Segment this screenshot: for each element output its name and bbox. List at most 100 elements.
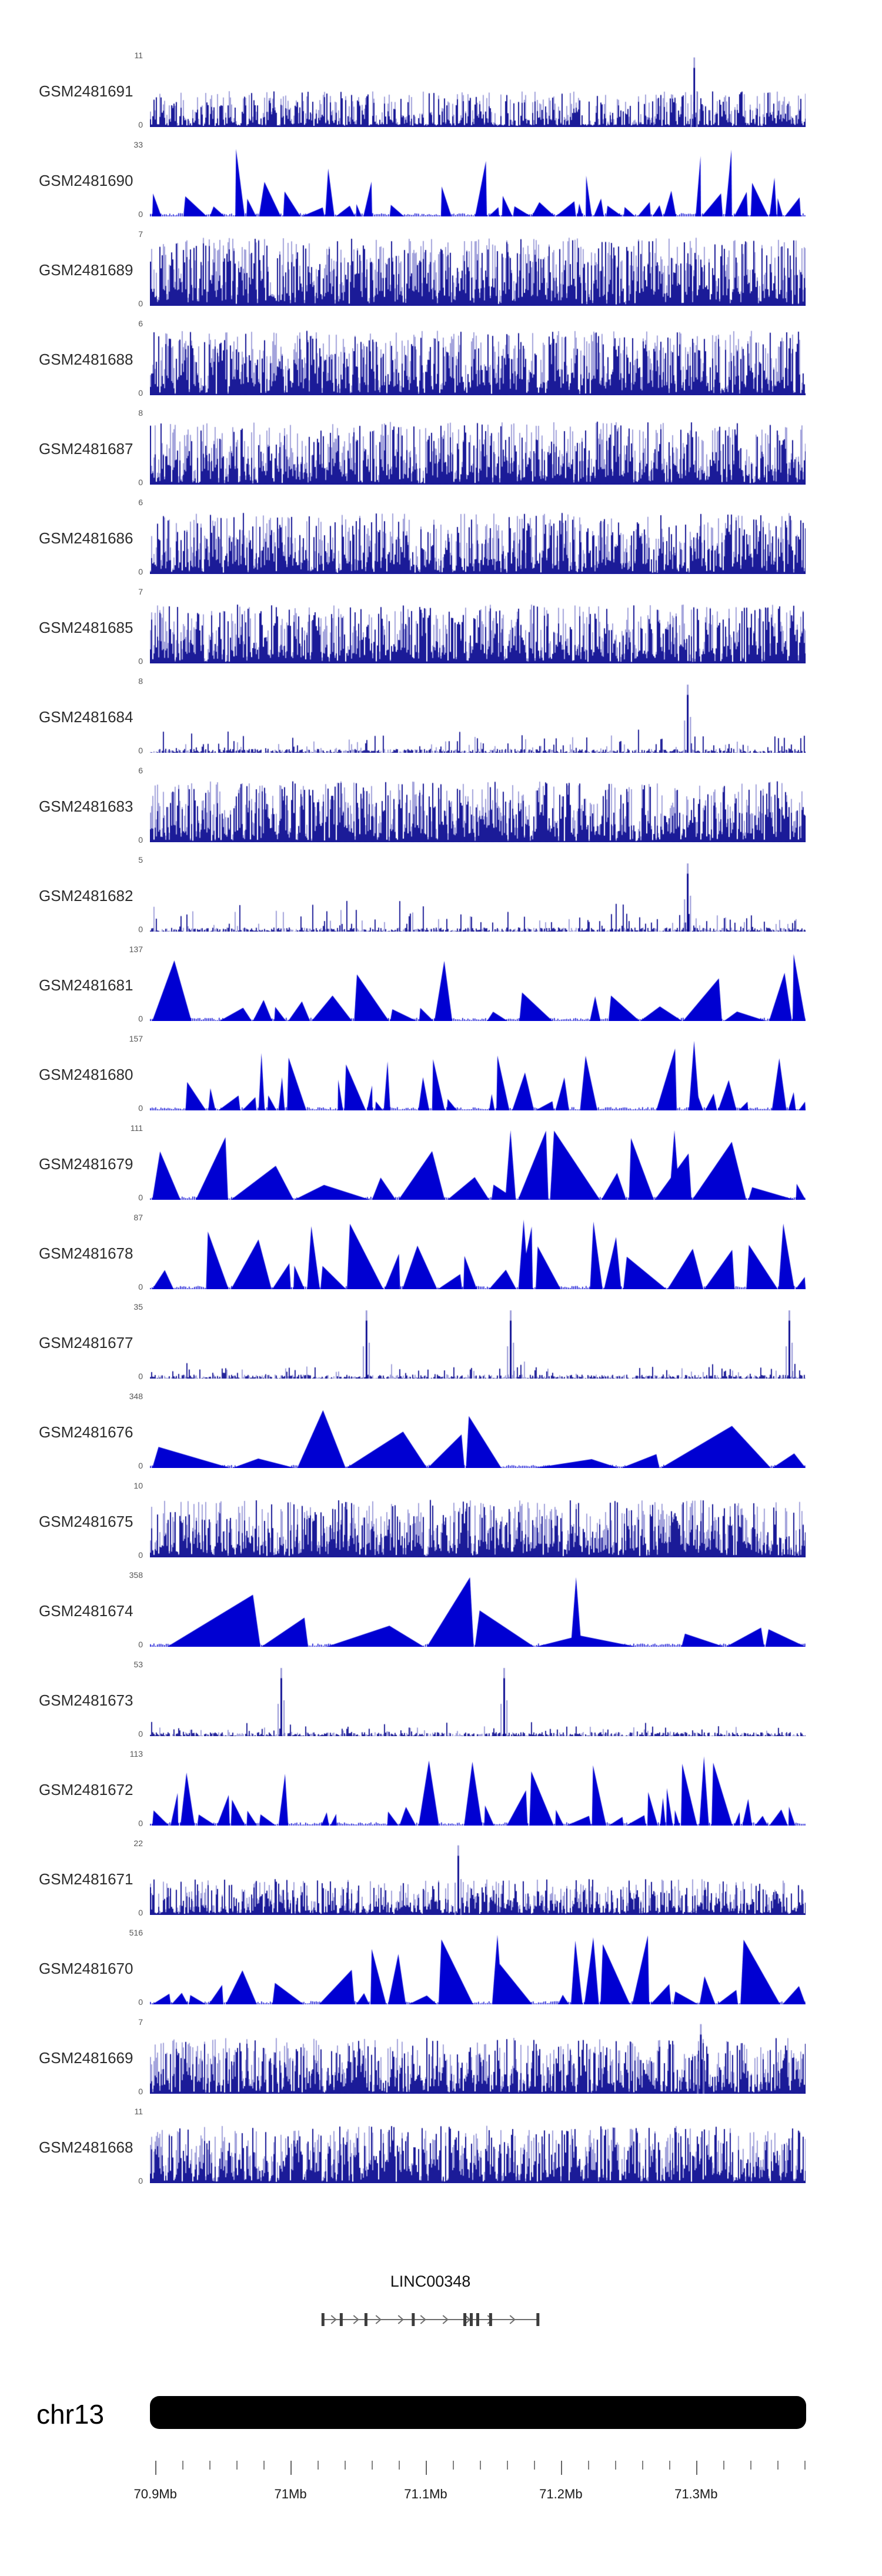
signal-track: GSM2481669 7 0 (0, 2013, 882, 2102)
track-ymin-label: 0 (138, 746, 143, 755)
track-ymin-label: 0 (138, 1103, 143, 1113)
track-label: GSM2481674 (39, 1602, 133, 1620)
track-ymin-label: 0 (138, 656, 143, 666)
track-label: GSM2481688 (39, 351, 133, 368)
signal-track: GSM2481673 53 0 (0, 1655, 882, 1744)
track-ymin-label: 0 (138, 388, 143, 398)
signal-track: GSM2481684 8 0 (0, 672, 882, 761)
signal-track: GSM2481683 6 0 (0, 761, 882, 850)
track-signal-plot (150, 681, 806, 753)
track-ymax-label: 157 (129, 1034, 143, 1043)
track-ymin-label: 0 (138, 1282, 143, 1292)
track-signal-plot (150, 1396, 806, 1468)
track-ymin-label: 0 (138, 925, 143, 934)
track-signal-plot (150, 502, 806, 574)
track-signal-plot (150, 949, 806, 1021)
track-ymax-label: 5 (138, 855, 143, 865)
axis-minor-tick (236, 2461, 238, 2470)
signal-track: GSM2481688 6 0 (0, 314, 882, 403)
track-ymax-label: 516 (129, 1928, 143, 1937)
axis-major-tick (696, 2461, 697, 2475)
axis-minor-tick (182, 2461, 184, 2470)
track-label: GSM2481682 (39, 887, 133, 905)
track-ymax-label: 6 (138, 319, 143, 328)
signal-track: GSM2481675 10 0 (0, 1476, 882, 1566)
axis-minor-tick (614, 2461, 616, 2470)
axis-minor-tick (345, 2461, 346, 2470)
track-label: GSM2481681 (39, 976, 133, 994)
track-label: GSM2481687 (39, 440, 133, 458)
signal-track: GSM2481677 35 0 (0, 1297, 882, 1387)
track-label: GSM2481673 (39, 1691, 133, 1709)
chromosome-ideogram-bar (150, 2396, 806, 2429)
track-signal-plot (150, 323, 806, 395)
signal-track: GSM2481674 358 0 (0, 1566, 882, 1655)
track-label: GSM2481668 (39, 2138, 133, 2156)
track-ymax-label: 348 (129, 1392, 143, 1401)
track-ymax-label: 111 (130, 1123, 143, 1133)
track-ymax-label: 22 (133, 1838, 143, 1848)
track-signal-plot (150, 55, 806, 127)
track-label: GSM2481671 (39, 1870, 133, 1888)
track-signal-plot (150, 1843, 806, 1915)
signal-track: GSM2481686 6 0 (0, 493, 882, 582)
axis-minor-tick (642, 2461, 643, 2470)
track-signal-plot (150, 234, 806, 306)
track-signal-plot (150, 1217, 806, 1289)
signal-track: GSM2481682 5 0 (0, 850, 882, 940)
track-ymin-label: 0 (138, 1193, 143, 1202)
axis-tick-label: 71.2Mb (539, 2487, 583, 2501)
signal-track: GSM2481685 7 0 (0, 582, 882, 672)
track-ymin-label: 0 (138, 120, 143, 129)
track-ymin-label: 0 (138, 567, 143, 576)
track-ymax-label: 6 (138, 498, 143, 507)
track-ymin-label: 0 (138, 1014, 143, 1023)
axis-minor-tick (452, 2461, 454, 2470)
track-signal-plot (150, 1933, 806, 2004)
track-signal-plot (150, 413, 806, 485)
track-signal-plot (150, 2022, 806, 2094)
axis-major-tick (560, 2461, 562, 2475)
track-signal-plot (150, 592, 806, 663)
track-ymax-label: 87 (133, 1213, 143, 1222)
track-ymin-label: 0 (138, 1550, 143, 1560)
signal-track: GSM2481690 33 0 (0, 135, 882, 225)
axis-minor-tick (506, 2461, 508, 2470)
axis-minor-tick (750, 2461, 751, 2470)
track-label: GSM2481676 (39, 1423, 133, 1441)
track-ymax-label: 358 (129, 1570, 143, 1580)
track-label: GSM2481677 (39, 1334, 133, 1352)
track-ymin-label: 0 (138, 1461, 143, 1470)
track-signal-plot (150, 770, 806, 842)
gene-model-glyph (321, 2313, 540, 2326)
axis-minor-tick (399, 2461, 400, 2470)
axis-tick-label: 71Mb (274, 2487, 307, 2501)
genome-axis: 70.9Mb 71Mb 71.1Mb 71.2Mb 71.3Mb (0, 2461, 882, 2520)
track-label: GSM2481679 (39, 1155, 133, 1173)
track-label: GSM2481685 (39, 619, 133, 636)
track-ymin-label: 0 (138, 2176, 143, 2185)
axis-tick-label: 71.3Mb (674, 2487, 718, 2501)
axis-minor-tick (209, 2461, 211, 2470)
track-signal-plot (150, 860, 806, 932)
track-signal-plot (150, 1307, 806, 1379)
track-label: GSM2481690 (39, 172, 133, 189)
signal-track: GSM2481679 111 0 (0, 1119, 882, 1208)
track-signal-plot (150, 1486, 806, 1557)
track-signal-plot (150, 1128, 806, 1200)
track-label: GSM2481680 (39, 1066, 133, 1083)
track-signal-plot (150, 1039, 806, 1110)
axis-minor-tick (777, 2461, 779, 2470)
track-ymax-label: 33 (133, 140, 143, 149)
track-ymin-label: 0 (138, 1908, 143, 1917)
track-ymax-label: 7 (138, 587, 143, 596)
track-label: GSM2481669 (39, 2049, 133, 2067)
track-ymax-label: 11 (134, 2107, 143, 2116)
track-ymin-label: 0 (138, 478, 143, 487)
axis-major-tick (290, 2461, 292, 2475)
track-ymax-label: 11 (134, 51, 143, 60)
track-signal-plot (150, 1575, 806, 1647)
signal-track: GSM2481670 516 0 (0, 1923, 882, 2013)
track-ymin-label: 0 (138, 1640, 143, 1649)
track-label: GSM2481678 (39, 1244, 133, 1262)
